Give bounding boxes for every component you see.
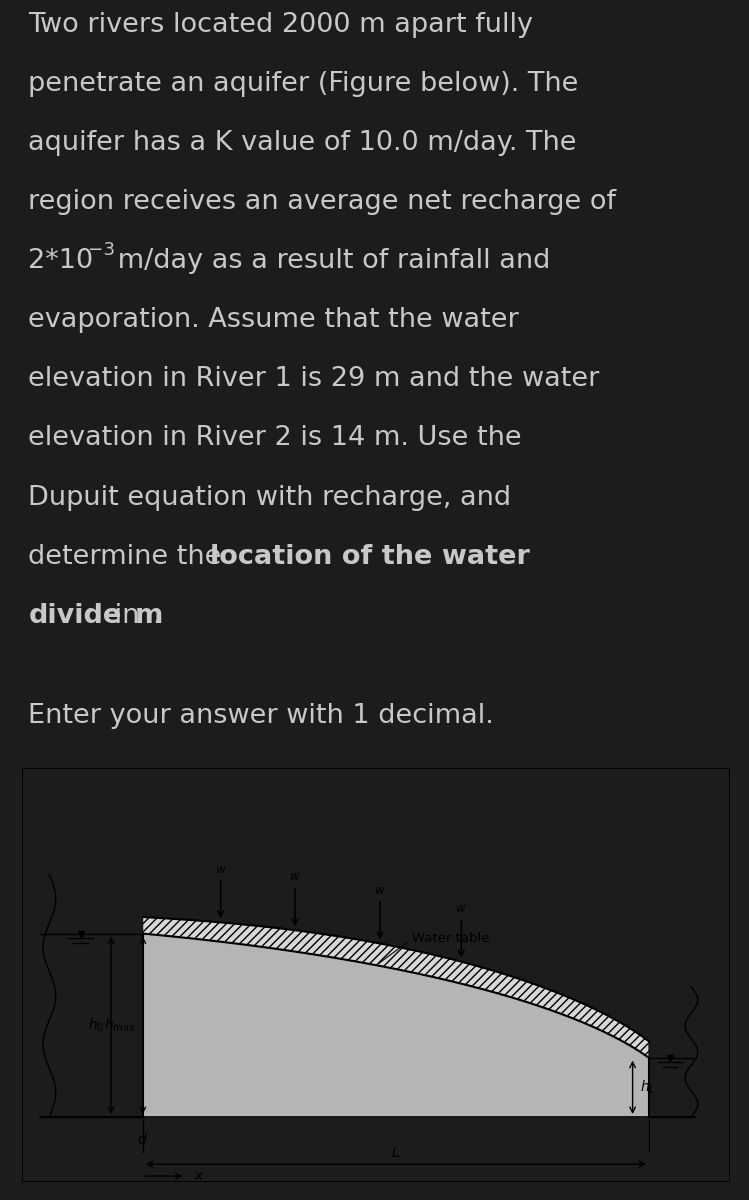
Text: $h_0$: $h_0$ — [88, 1016, 104, 1034]
Text: Dupuit equation with recharge, and: Dupuit equation with recharge, and — [28, 485, 512, 511]
Text: aquifer has a K value of 10.0 m/day. The: aquifer has a K value of 10.0 m/day. The — [28, 130, 577, 156]
Polygon shape — [143, 934, 649, 1117]
Text: $L$: $L$ — [392, 1146, 400, 1160]
Text: $h_L$: $h_L$ — [640, 1079, 655, 1096]
Text: evaporation. Assume that the water: evaporation. Assume that the water — [28, 307, 519, 334]
Text: w: w — [216, 863, 225, 876]
Text: w: w — [375, 883, 385, 896]
Text: Enter your answer with 1 decimal.: Enter your answer with 1 decimal. — [28, 703, 494, 730]
Polygon shape — [143, 917, 649, 1058]
Text: 2*10: 2*10 — [28, 248, 94, 274]
Text: divide: divide — [28, 602, 121, 629]
Text: w: w — [290, 870, 300, 883]
Text: elevation in River 1 is 29 m and the water: elevation in River 1 is 29 m and the wat… — [28, 366, 600, 392]
Text: −3: −3 — [88, 241, 115, 259]
Text: m/day as a result of rainfall and: m/day as a result of rainfall and — [109, 248, 551, 274]
Text: $h_{\rm max}$: $h_{\rm max}$ — [104, 1016, 136, 1034]
Text: region receives an average net recharge of: region receives an average net recharge … — [28, 188, 616, 215]
Text: in: in — [106, 602, 148, 629]
Text: Two rivers located 2000 m apart fully: Two rivers located 2000 m apart fully — [28, 12, 533, 37]
Text: location of the water: location of the water — [210, 544, 530, 570]
Text: .: . — [152, 602, 160, 629]
Text: $x$: $x$ — [194, 1169, 204, 1183]
Text: determine the: determine the — [28, 544, 231, 570]
Text: elevation in River 2 is 14 m. Use the: elevation in River 2 is 14 m. Use the — [28, 426, 522, 451]
Text: m: m — [135, 602, 163, 629]
Text: w: w — [456, 902, 466, 914]
Text: penetrate an aquifer (Figure below). The: penetrate an aquifer (Figure below). The — [28, 71, 579, 97]
Text: Water table: Water table — [378, 932, 489, 964]
Text: $d$: $d$ — [137, 1132, 148, 1147]
